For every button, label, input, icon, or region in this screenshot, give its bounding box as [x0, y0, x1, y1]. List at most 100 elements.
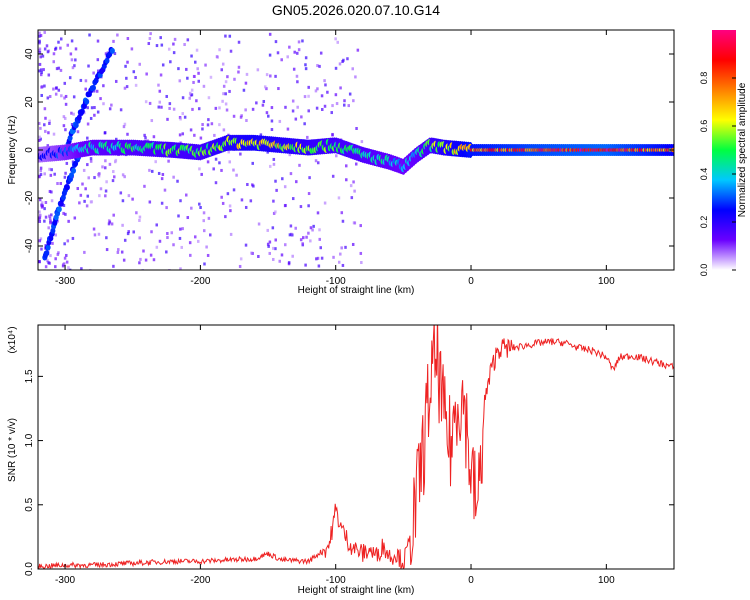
- spectrogram-noise-cell: [43, 84, 46, 88]
- spectrogram-noise-cell: [155, 223, 158, 227]
- spectrogram-noise-cell: [188, 91, 192, 95]
- spectrogram-noise-cell: [93, 106, 96, 110]
- spectrogram-noise-cell: [336, 40, 339, 44]
- spectrogram-noise-cell: [157, 171, 161, 175]
- spectrogram-noise-cell: [43, 219, 46, 223]
- spectrogram-noise-cell: [224, 92, 227, 96]
- spectrogram-noise-cell: [104, 166, 107, 170]
- spectrogram-xlabel: Height of straight line (km): [298, 285, 415, 296]
- spectrogram-noise-cell: [321, 108, 324, 112]
- spectrogram-noise-cell: [195, 48, 199, 52]
- spectrogram-noise-cell: [284, 203, 287, 207]
- spectrogram-noise-cell: [43, 107, 47, 111]
- spectrogram-noise-cell: [148, 168, 151, 172]
- spectrogram-noise-cell: [79, 193, 83, 197]
- spectrogram-noise-cell: [221, 99, 224, 103]
- spectrogram-noise-cell: [291, 197, 295, 201]
- spectrogram-noise-cell: [139, 257, 142, 261]
- spectrogram-noise-cell: [76, 187, 80, 191]
- spectrogram-noise-cell: [251, 161, 254, 165]
- spectrogram-branch-up-cell: [90, 84, 96, 91]
- spectrogram-noise-cell: [359, 251, 363, 255]
- spectrogram-noise-cell: [289, 224, 293, 228]
- spectrogram-noise-cell: [274, 238, 277, 242]
- spectrogram-noise-cell: [196, 67, 199, 71]
- snr-panel: -300 -200 -100 0 100 0.0 0.5 1.0 1.5 Height of …: [7, 324, 675, 596]
- spectrogram-noise-cell: [335, 154, 338, 158]
- spectrogram-noise-cell: [316, 211, 320, 215]
- x-tick-label: -200: [190, 276, 210, 287]
- spectrogram-noise-cell: [92, 89, 96, 93]
- spectrogram-noise-cell: [209, 233, 212, 237]
- spectrogram-noise-cell: [64, 102, 68, 106]
- spectrogram-noise-cell: [304, 263, 307, 267]
- spectrogram-noise-cell: [126, 37, 130, 41]
- spectrogram-noise-cell: [331, 132, 334, 136]
- spectrogram-noise-cell: [183, 43, 186, 47]
- spectrogram-noise-cell: [112, 213, 115, 217]
- spectrogram-noise-cell: [229, 49, 233, 53]
- spectrogram-noise-cell: [39, 34, 43, 38]
- spectrogram-noise-cell: [104, 159, 107, 163]
- spectrogram-noise-cell: [278, 119, 282, 123]
- spectrogram-noise-cell: [63, 256, 67, 260]
- spectrogram-branch-up-cell: [76, 114, 82, 121]
- spectrogram-noise-cell: [197, 79, 201, 83]
- spectrogram-noise-cell: [39, 169, 43, 173]
- spectrogram-noise-cell: [221, 201, 225, 205]
- spectrogram-noise-cell: [201, 123, 204, 127]
- snr-xticks: -300 -200 -100 0 100: [55, 325, 615, 586]
- spectrogram-noise-cell: [57, 66, 61, 70]
- spectrogram-noise-cell: [44, 265, 48, 269]
- spectrogram-noise-cell: [314, 89, 318, 93]
- spectrogram-noise-cell: [274, 247, 277, 251]
- colorbar-tick-label: 0.4: [699, 168, 709, 181]
- spectrogram-noise-cell: [39, 166, 43, 170]
- spectrogram-noise-cell: [274, 179, 277, 183]
- spectrogram-noise-cell: [49, 221, 52, 225]
- spectrogram-noise-cell: [70, 111, 73, 115]
- spectrogram-noise-cell: [135, 211, 138, 215]
- spectrogram-noise-cell: [98, 194, 101, 198]
- spectrogram-noise-cell: [343, 99, 346, 103]
- spectrogram-noise-cell: [119, 108, 123, 112]
- spectrogram-noise-cell: [38, 31, 41, 35]
- spectrogram-noise-cell: [102, 102, 105, 106]
- spectrogram-noise-cell: [90, 106, 94, 110]
- spectrogram-noise-cell: [38, 198, 42, 202]
- spectrogram-noise-cell: [40, 205, 44, 209]
- spectrogram-noise-cell: [272, 257, 275, 261]
- spectrogram-noise-cell: [40, 93, 43, 97]
- spectrogram-cells: [38, 30, 674, 270]
- spectrogram-noise-cell: [269, 74, 272, 78]
- spectrogram-noise-cell: [166, 236, 169, 240]
- spectrogram-noise-cell: [206, 160, 210, 164]
- spectrogram-noise-cell: [169, 60, 172, 64]
- spectrogram-noise-cell: [99, 97, 102, 101]
- spectrogram-noise-cell: [344, 245, 347, 249]
- spectrogram-noise-cell: [206, 253, 210, 257]
- y-tick-label: 20: [24, 96, 35, 108]
- spectrogram-noise-cell: [113, 52, 117, 56]
- spectrogram-branch-down-cell: [68, 172, 74, 179]
- spectrogram-noise-cell: [257, 254, 260, 258]
- spectrogram-noise-cell: [48, 214, 51, 218]
- spectrogram-noise-cell: [178, 133, 182, 137]
- spectrogram-noise-cell: [360, 140, 364, 144]
- spectrogram-noise-cell: [145, 72, 148, 76]
- spectrogram-noise-cell: [353, 189, 356, 193]
- spectrogram-noise-cell: [122, 125, 126, 129]
- spectrogram-noise-cell: [63, 116, 67, 120]
- spectrogram-noise-cell: [170, 231, 174, 235]
- spectrogram-noise-cell: [48, 94, 52, 98]
- spectrogram-noise-cell: [323, 104, 327, 108]
- spectrogram-noise-cell: [121, 199, 125, 203]
- y-tick-label: -20: [24, 190, 35, 205]
- spectrogram-noise-cell: [341, 219, 345, 223]
- spectrogram-noise-cell: [46, 144, 50, 148]
- spectrogram-noise-cell: [123, 122, 127, 126]
- spectrogram-noise-cell: [79, 78, 83, 82]
- snr-ylabel: SNR (10 * v/v): [7, 418, 18, 482]
- spectrogram-noise-cell: [270, 119, 274, 123]
- spectrogram-noise-cell: [152, 258, 156, 262]
